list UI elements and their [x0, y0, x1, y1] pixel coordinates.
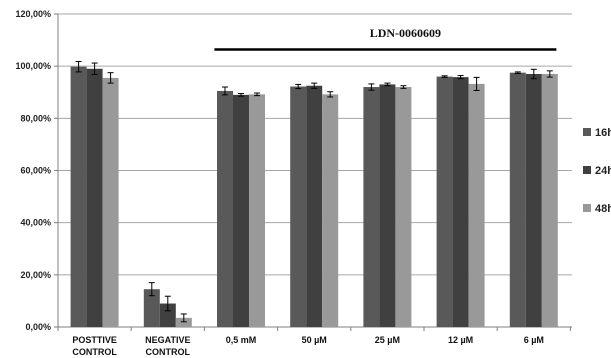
- bar-24h-6: [525, 73, 542, 327]
- legend-label-24h: 24h: [595, 165, 611, 177]
- bar-48h-3: [322, 94, 339, 327]
- x-tick-label: 25 µM: [375, 335, 400, 345]
- x-tick-label: 0,5 mM: [226, 335, 257, 345]
- annotation-label: LDN-0060609: [370, 26, 441, 40]
- error-bar-16h-3: [295, 83, 302, 90]
- y-tick-label: 40,00%: [20, 218, 51, 228]
- bar-16h-5: [436, 76, 453, 327]
- x-tick-label: 6 µM: [524, 335, 544, 345]
- bar-48h-4: [395, 87, 412, 328]
- error-bar-16h-6: [514, 71, 521, 74]
- bar-48h-2: [249, 94, 265, 327]
- error-bar-48h-2: [254, 92, 260, 97]
- y-tick-label: 20,00%: [20, 270, 51, 280]
- y-axis-tick-labels: 0,00% 20,00% 40,00% 60,00% 80,00% 100,00% 120,…: [15, 9, 51, 332]
- bar-16h-4: [363, 87, 380, 328]
- error-bar-48h-3: [327, 91, 334, 98]
- y-tick-label: 120,00%: [15, 9, 51, 19]
- error-bar-16h-1: [148, 282, 155, 297]
- x-axis-tick-labels: POSTTIVE CONTROL NEGATIVE CONTROL 0,5 mM 50 µ…: [72, 335, 544, 357]
- legend-swatch-48h: [583, 204, 591, 212]
- x-tick-label: 12 µM: [448, 335, 473, 345]
- error-bar-24h-0: [91, 62, 98, 76]
- bar-24h-0: [86, 68, 103, 328]
- bars: [70, 66, 558, 328]
- bar-16h-3: [290, 86, 307, 328]
- error-bar-48h-0: [107, 72, 114, 84]
- error-bars: [75, 60, 553, 323]
- annotation: LDN-0060609: [214, 26, 557, 51]
- legend-swatch-24h: [583, 166, 591, 174]
- y-tick-label: 0,00%: [25, 322, 51, 332]
- x-tick-label: POSTTIVE CONTROL: [72, 335, 117, 357]
- error-bar-48h-6: [546, 70, 553, 78]
- y-tick-label: 80,00%: [20, 113, 51, 123]
- bar-16h-2: [217, 90, 233, 327]
- error-bar-24h-3: [311, 82, 318, 89]
- y-tick-label: 60,00%: [20, 166, 51, 176]
- bar-16h-0: [70, 66, 87, 328]
- bar-24h-3: [306, 85, 323, 328]
- bar-16h-6: [509, 72, 526, 327]
- legend-label-16h: 16h: [595, 127, 611, 139]
- error-bar-48h-1: [180, 313, 187, 323]
- bar-24h-4: [379, 84, 396, 327]
- bar-24h-1: [159, 303, 176, 327]
- legend-swatch-16h: [583, 128, 591, 136]
- error-bar-48h-4: [400, 85, 407, 89]
- bar-16h-1: [143, 289, 160, 327]
- error-bar-16h-2: [222, 86, 228, 96]
- error-bar-24h-2: [238, 93, 244, 97]
- error-bar-16h-5: [441, 75, 448, 78]
- bar-48h-1: [175, 317, 192, 327]
- bar-48h-0: [102, 77, 119, 327]
- error-bar-24h-5: [457, 75, 464, 80]
- bar-24h-5: [452, 77, 469, 327]
- error-bar-48h-5: [473, 76, 480, 91]
- error-bar-24h-4: [384, 82, 391, 87]
- bar-48h-6: [541, 73, 558, 327]
- legend-label-48h: 48h: [595, 203, 611, 215]
- error-bar-24h-1: [164, 295, 171, 312]
- bar-48h-5: [468, 83, 485, 327]
- x-tick-label: NEGATIVE CONTROL: [145, 335, 190, 357]
- error-bar-16h-4: [368, 83, 375, 91]
- bar-24h-2: [233, 94, 249, 327]
- legend: 16h 24h 48h: [583, 127, 611, 215]
- x-tick-label: 50 µM: [302, 335, 327, 345]
- error-bar-24h-6: [530, 68, 537, 80]
- y-tick-label: 100,00%: [15, 61, 51, 71]
- error-bar-16h-0: [75, 60, 82, 73]
